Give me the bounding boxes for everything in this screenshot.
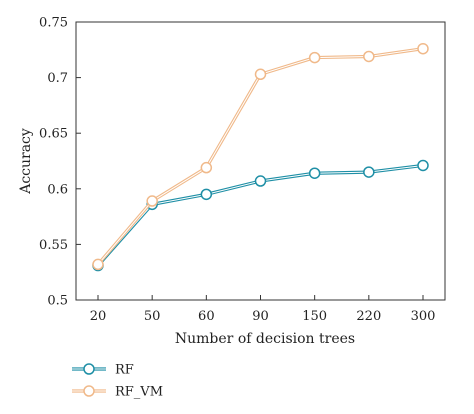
data-point <box>200 188 213 201</box>
y-tick-label: 0.7 <box>47 71 68 86</box>
legend-swatch-marker <box>83 385 95 397</box>
x-axis-title: Number of decision trees <box>175 331 355 347</box>
data-point <box>92 258 104 271</box>
series-layer <box>92 42 429 272</box>
y-axis-ticks: 0.5 0.55 0.6 0.65 0.7 0.75 <box>39 16 81 309</box>
data-point <box>417 42 429 55</box>
x-tick-label: 60 <box>198 309 215 324</box>
x-tick-label: 220 <box>356 309 381 324</box>
series-line-highlight <box>97 48 424 265</box>
legend-swatch-marker <box>83 363 95 375</box>
data-point <box>200 161 213 174</box>
x-tick-label: 300 <box>411 309 436 324</box>
y-axis-title: Accuracy <box>18 128 34 195</box>
data-point <box>308 167 321 179</box>
data-point <box>254 68 267 81</box>
y-tick-label: 0.55 <box>39 238 68 253</box>
data-point <box>363 166 375 178</box>
y-tick-label: 0.5 <box>47 294 68 309</box>
x-axis-ticks: 20 50 60 90 150 220 300 <box>90 295 436 324</box>
x-tick-label: 150 <box>302 309 327 324</box>
x-tick-label: 50 <box>144 309 161 324</box>
y-tick-label: 0.6 <box>47 182 68 197</box>
x-tick-label: 20 <box>90 309 107 324</box>
x-tick-label: 90 <box>252 309 269 324</box>
legend: RF RF_VM <box>72 363 163 400</box>
series-line-rf-vm <box>96 47 424 266</box>
legend-label: RF_VM <box>115 385 163 400</box>
y-tick-label: 0.75 <box>39 16 68 31</box>
legend-label: RF <box>115 363 134 378</box>
data-point <box>254 175 267 187</box>
data-point <box>308 51 321 64</box>
plot-frame <box>75 21 446 301</box>
data-point <box>363 50 375 63</box>
data-point <box>146 195 158 207</box>
y-tick-label: 0.65 <box>39 127 68 142</box>
data-point <box>417 159 429 172</box>
